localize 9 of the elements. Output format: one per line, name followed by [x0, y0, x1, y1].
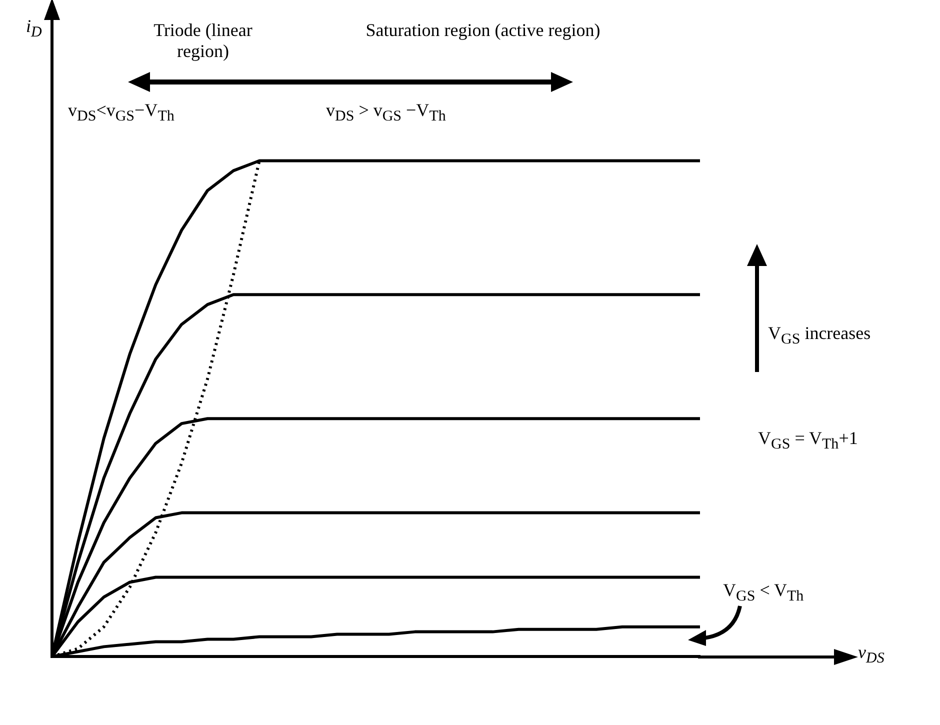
text: V$_{GS}$ increases [768, 323, 872, 349]
text: v$_{DS}$ [858, 642, 886, 668]
text: v$_{DS}$<v$_{GS}$−V$_{Th}$ [68, 100, 176, 126]
text: Saturation region (active region) [364, 20, 602, 41]
text: V$_{GS}$ < V$_{Th}$ [723, 580, 805, 606]
text: i$_{D}$ [26, 16, 43, 42]
text: V$_{GS}$ = V$_{Th}$+1 [758, 428, 859, 454]
text: Triode (linear region) [152, 20, 254, 62]
text: v$_{DS}$ > v$_{GS}$ −V$_{Th}$ [326, 100, 447, 126]
